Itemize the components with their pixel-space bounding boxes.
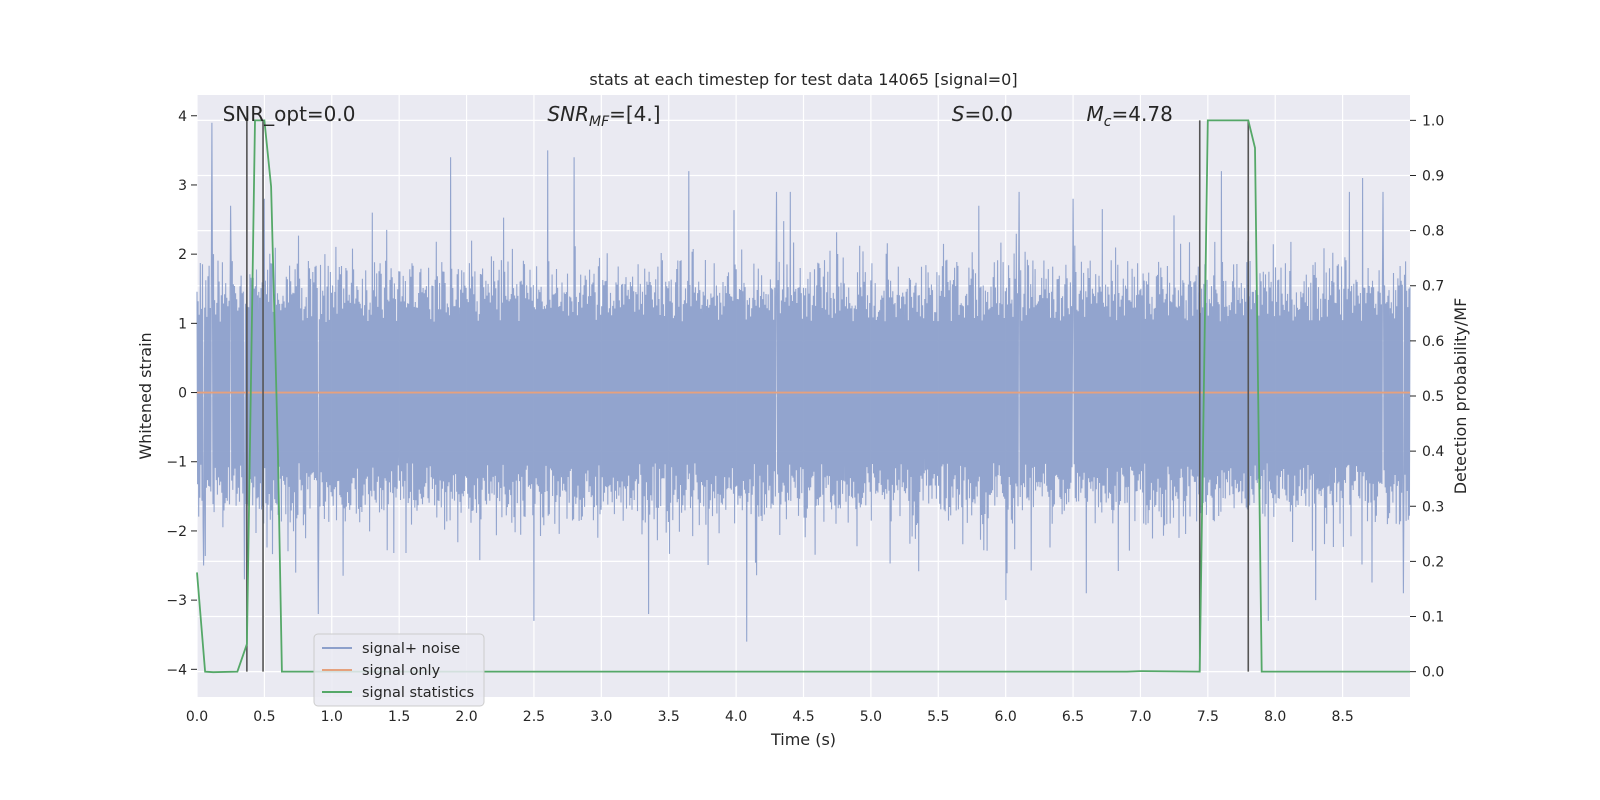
x-tick-label: 0.0 <box>186 709 208 725</box>
x-tick-label: 3.5 <box>658 709 680 725</box>
x-tick-label: 0.5 <box>253 709 275 725</box>
annotation-text: S=0.0 <box>952 102 1013 126</box>
y2-tick-label: 0.0 <box>1422 665 1444 681</box>
series-signal-statistics <box>196 119 1410 674</box>
y-axis-label: Whitened strain <box>136 332 155 459</box>
y2-tick-label: 1.0 <box>1422 113 1444 129</box>
y2-tick-label: 0.1 <box>1422 610 1444 626</box>
legend-box <box>313 633 485 707</box>
x-tick-label: 6.5 <box>1062 709 1084 725</box>
x-tick-label: 1.0 <box>321 709 343 725</box>
annotations: SNR_opt=0.0 SNRMF=[4.] S=0.0 Mc=4.78 <box>223 102 1173 130</box>
y-tick-label: −3 <box>166 593 187 609</box>
y2-tick-label: 0.3 <box>1422 499 1444 515</box>
legend: signal+ noise signal only signal statistic… <box>313 633 485 707</box>
x-tick-label: 4.5 <box>792 709 814 725</box>
chart-title: stats at each timestep for test data 140… <box>589 70 1017 89</box>
noise-series <box>196 122 1411 642</box>
x-tick-label: 8.0 <box>1264 709 1286 725</box>
annotation-text: Mc=4.78 <box>1087 102 1173 130</box>
y-tick-label: 2 <box>178 247 187 263</box>
y2-tick-label: 0.9 <box>1422 168 1444 184</box>
annotation-text: SNRMF=[4.] <box>547 102 660 130</box>
y2-tick-label: 0.4 <box>1422 444 1444 460</box>
ticks: 0.0 0.5 1.0 1.5 2.0 2.5 3.0 3.5 4.0 4.5 5.0 5.5 6.0 6… <box>166 109 1444 725</box>
y-tick-label: 1 <box>178 316 187 332</box>
x-tick-label: 2.5 <box>523 709 545 725</box>
x-axis-label: Time (s) <box>770 730 836 749</box>
legend-label: signal statistics <box>362 685 474 701</box>
y-tick-label: −2 <box>166 524 187 540</box>
y2-tick-label: 0.6 <box>1422 334 1444 350</box>
x-tick-label: 5.5 <box>927 709 949 725</box>
y-tick-label: −1 <box>166 455 187 471</box>
y2-tick-label: 0.5 <box>1422 389 1444 405</box>
y-tick-label: −4 <box>166 662 187 678</box>
line-series <box>196 119 1410 674</box>
y2-tick-label: 0.7 <box>1422 279 1444 295</box>
series-signal-noise <box>196 122 1411 642</box>
x-tick-label: 6.0 <box>995 709 1017 725</box>
x-tick-label: 1.5 <box>388 709 410 725</box>
x-tick-label: 5.0 <box>860 709 882 725</box>
y2-tick-label: 0.2 <box>1422 554 1444 570</box>
x-tick-label: 4.0 <box>725 709 747 725</box>
y-tick-label: 3 <box>178 178 187 194</box>
x-tick-label: 8.5 <box>1331 709 1353 725</box>
y-tick-label: 4 <box>178 109 187 125</box>
legend-label: signal+ noise <box>362 641 460 657</box>
x-tick-label: 7.0 <box>1129 709 1151 725</box>
y-tick-label: 0 <box>178 386 187 402</box>
x-tick-label: 2.0 <box>455 709 477 725</box>
annotation-text: SNR_opt=0.0 <box>223 102 356 126</box>
y2-axis-label: Detection probability/MF <box>1451 298 1470 495</box>
legend-label: signal only <box>362 663 441 679</box>
x-tick-label: 3.0 <box>590 709 612 725</box>
y2-tick-label: 0.8 <box>1422 224 1444 240</box>
x-tick-label: 7.5 <box>1197 709 1219 725</box>
